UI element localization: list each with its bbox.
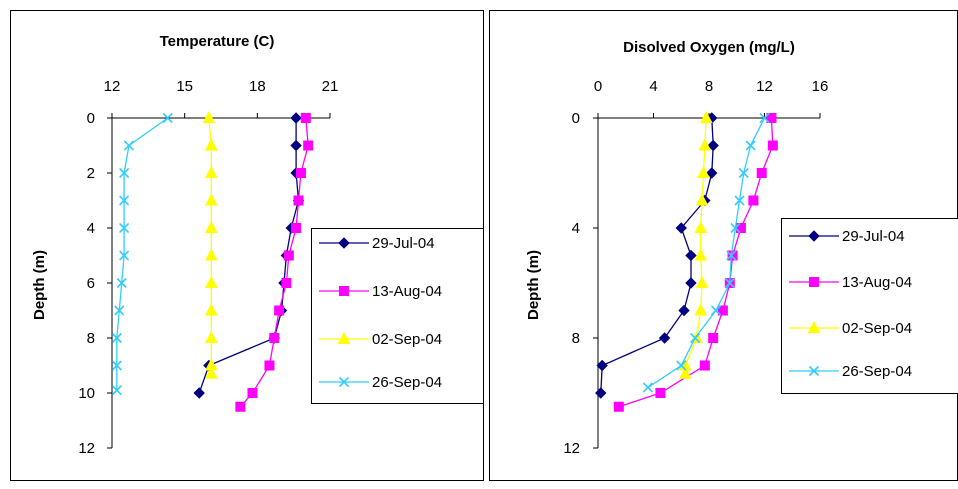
data-point bbox=[749, 196, 758, 205]
y-tick-label: 4 bbox=[572, 220, 580, 237]
y-tick-label: 12 bbox=[563, 440, 580, 457]
data-point bbox=[656, 389, 665, 398]
temperature-chart-ylabel: Depth (m) bbox=[31, 250, 48, 320]
data-point bbox=[296, 169, 305, 178]
y-tick-label: 2 bbox=[87, 165, 95, 182]
data-point bbox=[265, 361, 274, 370]
oxygen-chart-ylabel: Depth (m) bbox=[525, 250, 542, 320]
legend-entry-label: 02-Sep-04 bbox=[842, 320, 912, 337]
y-tick-label: 6 bbox=[87, 275, 95, 292]
legend-entry-label: 13-Aug-04 bbox=[842, 274, 912, 291]
legend-entry-label: 02-Sep-04 bbox=[372, 331, 442, 348]
temperature-chart: Temperature (C) Depth (m) 12 15 18 21 0 2 4 6 8 1… bbox=[11, 11, 484, 481]
data-point bbox=[292, 224, 301, 233]
data-point bbox=[709, 334, 718, 343]
x-tick-label: 8 bbox=[705, 78, 713, 95]
x-tick-label: 0 bbox=[594, 78, 602, 95]
y-tick-label: 4 bbox=[87, 220, 95, 237]
temperature-chart-title: Temperature (C) bbox=[160, 33, 275, 50]
y-tick-label: 10 bbox=[78, 385, 95, 402]
data-point bbox=[614, 402, 623, 411]
data-point bbox=[275, 306, 284, 315]
legend-entry-label: 26-Sep-04 bbox=[372, 374, 442, 391]
x-tick-label: 18 bbox=[249, 78, 266, 95]
legend-swatch-marker bbox=[340, 287, 349, 296]
oxygen-chart-legend: 29-Jul-04 13-Aug-04 02-Sep-04 26-Sep-04 bbox=[782, 219, 958, 394]
legend-entry-label: 26-Sep-04 bbox=[842, 363, 912, 380]
data-point bbox=[284, 251, 293, 260]
y-tick-label: 8 bbox=[87, 330, 95, 347]
x-tick-label: 12 bbox=[104, 78, 121, 95]
data-point bbox=[282, 279, 291, 288]
data-point bbox=[700, 361, 709, 370]
oxygen-chart: Disolved Oxygen (mg/L) Depth (m) 0 4 8 12 16… bbox=[490, 11, 958, 481]
y-tick-label: 12 bbox=[78, 440, 95, 457]
legend-entry-label: 29-Jul-04 bbox=[842, 228, 905, 245]
oxygen-chart-title: Disolved Oxygen (mg/L) bbox=[623, 39, 795, 56]
data-point bbox=[294, 196, 303, 205]
data-point bbox=[248, 389, 257, 398]
data-point bbox=[728, 251, 737, 260]
x-tick-label: 4 bbox=[649, 78, 657, 95]
data-point bbox=[757, 169, 766, 178]
legend-swatch-marker bbox=[810, 278, 819, 287]
temperature-chart-legend: 29-Jul-04 13-Aug-04 02-Sep-04 26-Sep-04 bbox=[312, 229, 484, 404]
data-point bbox=[304, 141, 313, 150]
x-tick-label: 21 bbox=[322, 78, 339, 95]
x-tick-label: 12 bbox=[756, 78, 773, 95]
x-tick-label: 15 bbox=[176, 78, 193, 95]
y-tick-label: 0 bbox=[87, 110, 95, 127]
data-point bbox=[301, 114, 310, 123]
data-point bbox=[236, 402, 245, 411]
x-tick-label: 16 bbox=[812, 78, 829, 95]
data-point bbox=[768, 141, 777, 150]
legend-entry-label: 29-Jul-04 bbox=[372, 235, 435, 252]
y-tick-label: 8 bbox=[572, 330, 580, 347]
legend-entry-label: 13-Aug-04 bbox=[372, 283, 442, 300]
y-tick-label: 0 bbox=[572, 110, 580, 127]
data-point bbox=[270, 334, 279, 343]
